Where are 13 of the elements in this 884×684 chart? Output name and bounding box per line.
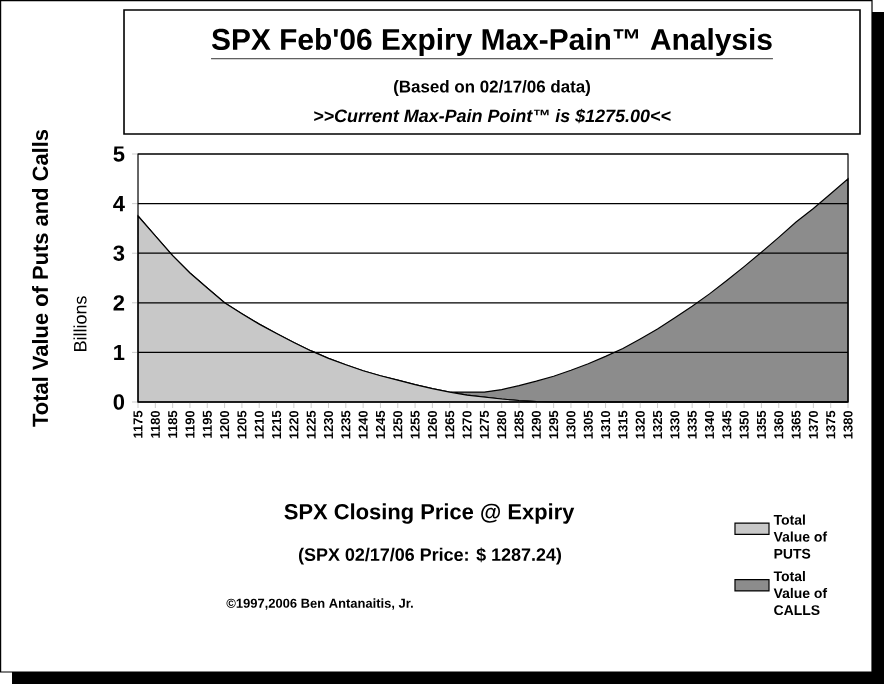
y-tick-label: 4 <box>113 196 125 212</box>
y-axis-title: Total Value of Puts and Calls <box>31 129 49 427</box>
y-tick-label: 5 <box>113 146 125 162</box>
y-tick-label: 3 <box>113 245 125 261</box>
y-tick-label: 2 <box>113 295 125 311</box>
text: (SPX 02/17/06 Price: $ 1287.24) <box>298 547 562 565</box>
text: >>Current Max-Pain Point™ is $1275.00<< <box>314 108 671 124</box>
x-axis-title: SPX Closing Price @ Expiry <box>284 503 575 524</box>
y-tick-label: 0 <box>113 394 125 410</box>
chart-subtitle: (Based on 02/17/06 data) <box>394 80 590 96</box>
chart-title: SPX Feb'06 Expiry Max-Pain™ Analysis <box>211 28 772 56</box>
y-tick-label: 1 <box>114 344 125 360</box>
text: Billions <box>73 296 87 351</box>
